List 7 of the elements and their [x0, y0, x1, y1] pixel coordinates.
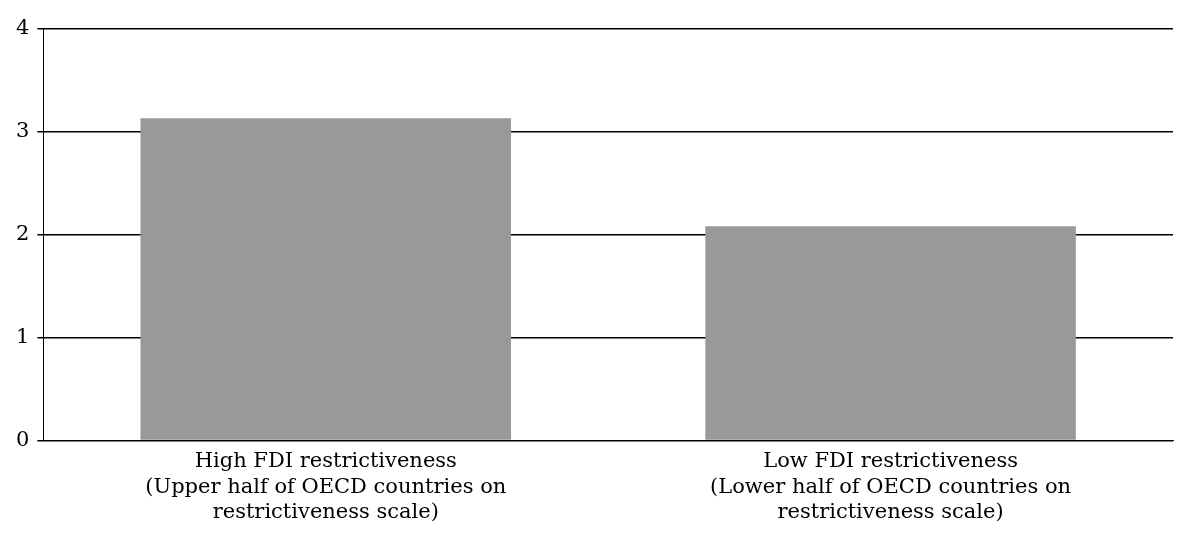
y-tick-label: 1 [15, 323, 30, 348]
y-tick-label: 2 [15, 220, 30, 245]
y-tick-label: 4 [15, 15, 30, 40]
x-tick-label: Low FDI restrictiveness (Lower half of OECD countries on restrictiveness scale) [710, 448, 1072, 523]
y-tick-label: 0 [15, 426, 30, 451]
y-tick-label: 3 [15, 118, 30, 142]
x-tick-label: High FDI restrictiveness (Upper half of OECD countries on restrictiveness scale) [145, 448, 507, 523]
